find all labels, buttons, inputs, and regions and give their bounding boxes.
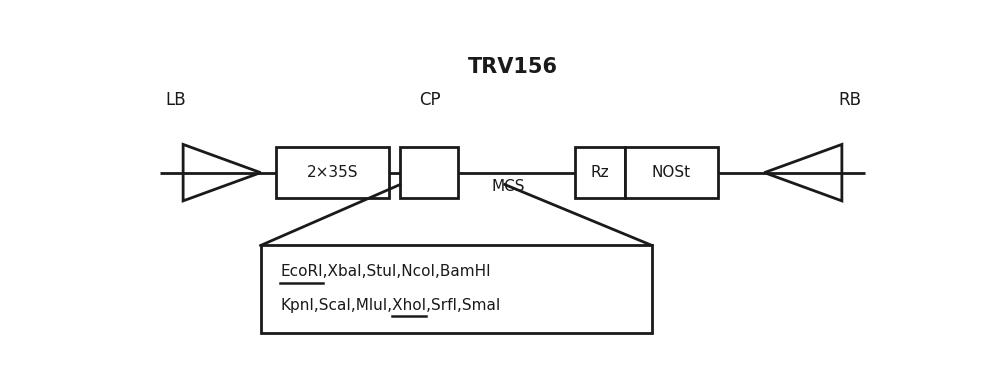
Text: LB: LB — [165, 91, 186, 109]
Text: RB: RB — [838, 91, 861, 109]
Text: EcoRI,XbaI,StuI,NcoI,BamHI: EcoRI,XbaI,StuI,NcoI,BamHI — [280, 264, 491, 279]
Text: KpnI,ScaI,MluI,XhoI,SrfI,SmaI: KpnI,ScaI,MluI,XhoI,SrfI,SmaI — [280, 298, 500, 313]
Text: TRV156: TRV156 — [468, 57, 558, 77]
Bar — [276, 147, 388, 198]
Text: MCS: MCS — [492, 179, 525, 194]
Text: CP: CP — [419, 91, 440, 109]
Text: Rz: Rz — [590, 165, 609, 180]
Text: NOSt: NOSt — [652, 165, 691, 180]
Bar — [400, 147, 458, 198]
Bar — [261, 245, 652, 333]
Text: 2×35S: 2×35S — [307, 165, 358, 180]
Bar — [625, 147, 718, 198]
Bar — [574, 147, 625, 198]
